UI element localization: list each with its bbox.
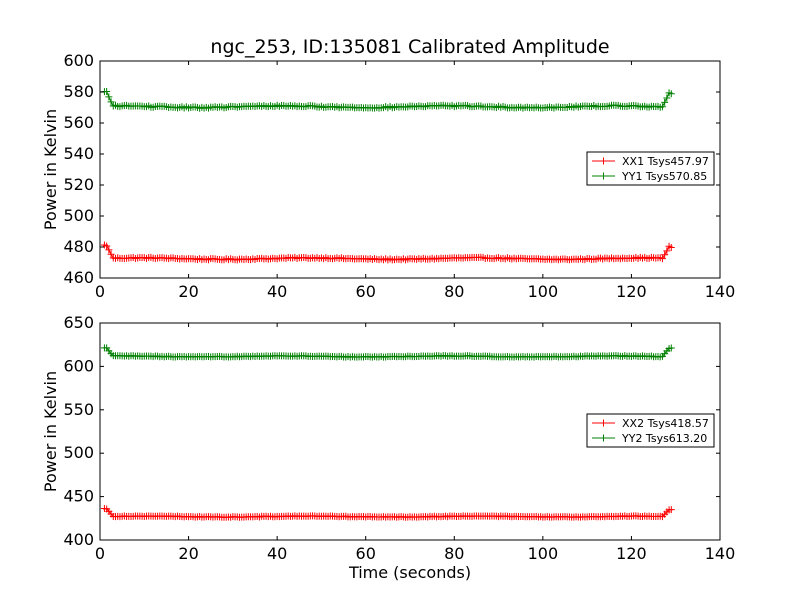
y-tick-label: 500	[63, 443, 94, 462]
y-tick-label: 600	[63, 356, 94, 375]
data-point	[661, 251, 669, 259]
data-point	[103, 242, 111, 250]
legend-entry: XX2 Tsys418.57	[592, 417, 709, 430]
y-tick-label: 450	[63, 487, 94, 506]
legend-label: XX2 Tsys418.57	[622, 417, 709, 430]
legend-marker	[600, 434, 607, 442]
x-tick-label: 120	[616, 282, 647, 301]
y-tick-label: 520	[63, 175, 94, 194]
series-markers	[100, 88, 675, 112]
series-markers	[100, 344, 675, 361]
x-tick-label: 100	[528, 282, 559, 301]
legend-entry: XX1 Tsys457.97	[592, 155, 709, 168]
data-point	[663, 247, 671, 255]
x-tick-label: 60	[356, 282, 376, 301]
series-yy1	[100, 88, 675, 112]
legend: XX1 Tsys457.97 YY1 Tsys570.85	[586, 151, 715, 186]
data-point	[105, 93, 113, 101]
data-point	[667, 344, 675, 352]
data-point	[658, 103, 666, 111]
x-tick-label: 100	[528, 544, 559, 563]
legend-label: YY1 Tsys570.85	[621, 170, 707, 183]
top-panel: 0 20 40 60 80 100 120 140 460 480 500 520 540 560 580 6…	[41, 51, 735, 301]
series-xx1	[100, 241, 675, 264]
x-tick-label: 60	[356, 544, 376, 563]
x-tick-label: 0	[95, 282, 105, 301]
x-axis-label: Time (seconds)	[348, 563, 471, 582]
x-tick-label: 20	[178, 282, 198, 301]
series-markers	[100, 241, 675, 264]
x-tick-label: 20	[178, 544, 198, 563]
data-point	[667, 506, 675, 514]
y-axis-label: Power in Kelvin	[41, 371, 60, 492]
x-tick-label: 140	[705, 544, 736, 563]
data-point	[667, 243, 675, 251]
legend-marker	[600, 172, 607, 180]
data-point	[107, 98, 115, 106]
legend-entry: YY2 Tsys613.20	[592, 432, 707, 445]
x-tick-label: 80	[444, 282, 464, 301]
y-tick-label: 500	[63, 206, 94, 225]
data-point	[661, 98, 669, 106]
x-tick-label: 80	[444, 544, 464, 563]
y-axis-label: Power in Kelvin	[41, 109, 60, 230]
data-point	[663, 94, 671, 102]
legend-entry: YY1 Tsys570.85	[592, 170, 707, 183]
series-xx2	[100, 504, 675, 521]
plot-area-frame	[99, 322, 721, 541]
data-point	[658, 255, 666, 263]
data-point	[107, 250, 115, 258]
series-markers	[100, 504, 675, 521]
series-yy2	[100, 344, 675, 361]
data-point	[103, 88, 111, 96]
x-tick-label: 140	[705, 282, 736, 301]
data-point	[667, 90, 675, 98]
chart-title: ngc_253, ID:135081 Calibrated Amplitude	[210, 36, 609, 58]
bottom-panel: 0 20 40 60 80 100 120 140 400 450 500 550 600 650 Powe…	[41, 313, 735, 563]
legend-box	[586, 413, 715, 448]
legend-box	[586, 151, 715, 186]
legend-label: YY2 Tsys613.20	[621, 432, 707, 445]
y-tick-label: 600	[63, 51, 94, 70]
x-tick-label: 40	[267, 544, 287, 563]
legend-marker	[600, 157, 607, 165]
x-tick-label: 0	[95, 544, 105, 563]
y-tick-label: 480	[63, 237, 94, 256]
x-tick-label: 120	[616, 544, 647, 563]
x-tick-label: 40	[267, 282, 287, 301]
y-tick-label: 550	[63, 400, 94, 419]
y-tick-label: 650	[63, 313, 94, 332]
data-point	[105, 246, 113, 254]
y-tick-label: 560	[63, 113, 94, 132]
legend: XX2 Tsys418.57 YY2 Tsys613.20	[586, 413, 715, 448]
y-tick-label: 460	[63, 268, 94, 287]
legend-label: XX1 Tsys457.97	[622, 155, 709, 168]
y-tick-label: 400	[63, 530, 94, 549]
legend-marker	[600, 419, 607, 427]
y-tick-label: 540	[63, 144, 94, 163]
plot-area-frame	[99, 60, 721, 279]
y-tick-label: 580	[63, 82, 94, 101]
